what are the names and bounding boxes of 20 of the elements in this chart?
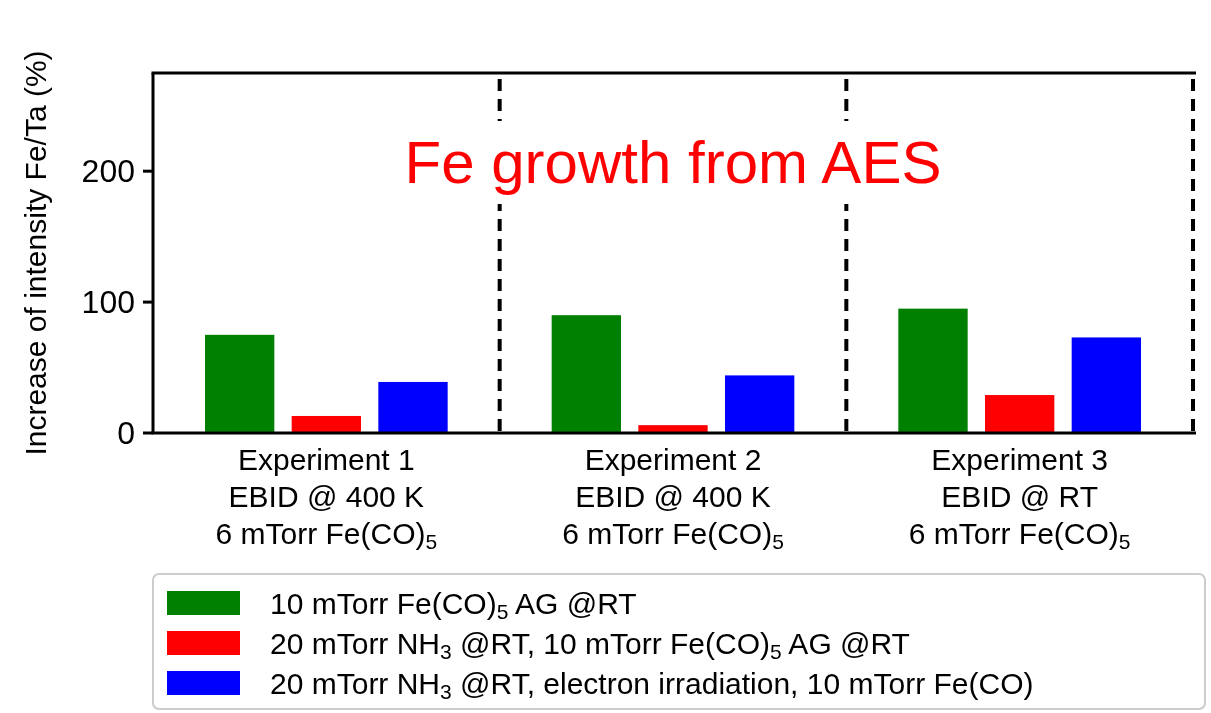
x-tick-label: Experiment 1 EBID @ 400 K 6 mTorr Fe(CO)$_{5}$ (215, 443, 438, 554)
bar (985, 395, 1055, 433)
bar (1071, 337, 1141, 433)
legend-label: 20 mTorr NH$_{3}$ @RT, 10 mTorr Fe(CO)$_{5}$ AG @RT (270, 627, 910, 664)
y-tick-label: 0 (117, 415, 135, 451)
y-tick-label: 200 (81, 153, 135, 190)
annotation: Fe growth from AES (404, 129, 942, 196)
x-tick-label: Experiment 2 EBID @ 400 K 6 mTorr Fe(CO)$_{5}$ (562, 443, 784, 554)
y-axis-title: Increase of intensity Fe/Ta (%) (19, 50, 52, 456)
bar (205, 334, 275, 433)
bar (725, 375, 795, 433)
bar (638, 425, 708, 433)
x-tick-label: Experiment 3 EBID @ RT 6 mTorr Fe(CO)$_{5}$ (908, 443, 1131, 554)
bar (551, 315, 621, 433)
bar (378, 381, 448, 433)
bar (291, 415, 361, 433)
legend-label: 20 mTorr NH$_{3}$ @RT, electron irradiation, 10 mTorr Fe(CO) (270, 667, 1034, 704)
y-tick-label: 100 (81, 284, 135, 321)
bar (898, 308, 968, 433)
legend-label: 10 mTorr Fe(CO)$_{5}$ AG @RT (270, 587, 637, 624)
